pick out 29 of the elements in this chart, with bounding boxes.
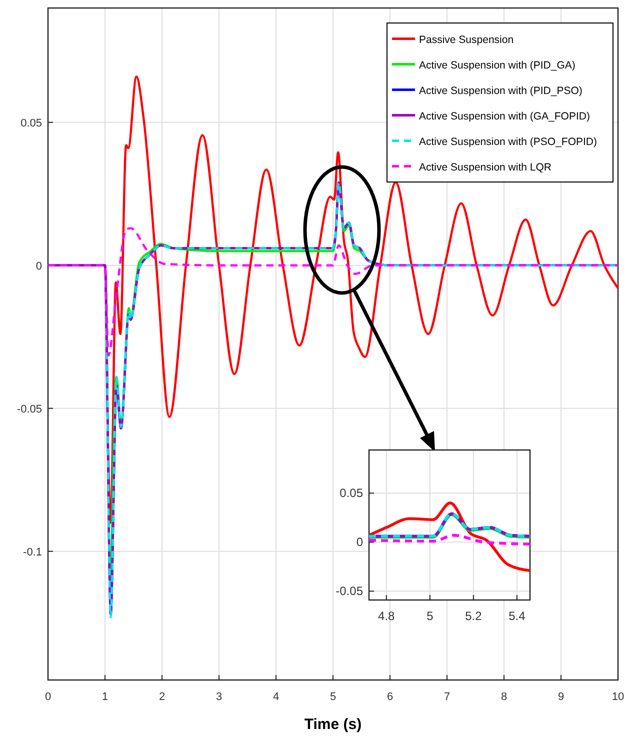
x-tick-label: 5.4 <box>508 609 526 623</box>
y-tick-label: -0.05 <box>336 584 364 598</box>
y-tick-label: 0.05 <box>340 486 364 500</box>
y-tick-label: -0.05 <box>16 403 42 416</box>
x-axis-title: Time (s) <box>304 716 362 733</box>
legend-label: Active Suspension with (GA_FOPID) <box>419 110 590 122</box>
legend-label: Active Suspension with (PID_PSO) <box>419 84 582 97</box>
x-tick-label: 0 <box>44 691 52 703</box>
x-tick-label: 5 <box>426 609 434 623</box>
x-tick-label: 4 <box>272 691 280 703</box>
legend-label: Passive Suspension <box>419 34 514 46</box>
y-tick-label: -0.1 <box>23 546 42 558</box>
x-tick-label: 2 <box>158 691 166 703</box>
legend-label: Active Suspension with (PSO_FOPID) <box>419 136 597 148</box>
x-tick-label: 1 <box>102 691 108 703</box>
x-tick-label: 4.8 <box>378 609 396 623</box>
x-tick-label: 6 <box>386 691 394 703</box>
x-tick-label: 5.2 <box>465 609 482 623</box>
y-tick-label: 0 <box>356 535 364 550</box>
x-tick-label: 7 <box>444 691 450 703</box>
x-tick-label: 5 <box>330 691 336 703</box>
legend-label: Active Suspension with (PID_GA) <box>419 59 576 72</box>
y-tick-label: 0 <box>36 260 42 272</box>
y-tick-label: 0.05 <box>20 117 42 130</box>
legend-label: Active Suspension with LQR <box>419 161 552 174</box>
x-tick-label: 10 <box>612 691 624 703</box>
x-tick-label: 3 <box>216 691 222 703</box>
x-tick-label: 9 <box>558 691 564 703</box>
x-tick-label: 8 <box>500 691 508 703</box>
